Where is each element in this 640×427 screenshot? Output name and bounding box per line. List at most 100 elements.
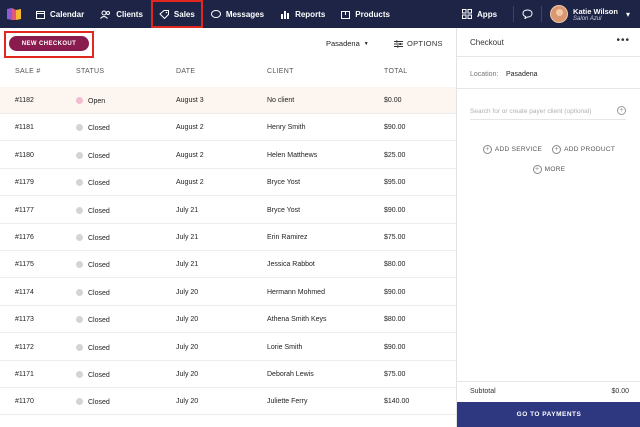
sale-number: #1182	[15, 97, 34, 104]
nav-sales-label: Sales	[173, 9, 195, 19]
status-label: Closed	[88, 235, 110, 242]
sale-number: #1172	[15, 343, 34, 351]
header-status[interactable]: STATUS	[76, 68, 105, 75]
top-nav: Calendar Clients Sales Messages Reports …	[0, 0, 640, 28]
table-row[interactable]: #1173 Closed July 20 Athena Smith Keys $80.0…	[0, 306, 456, 334]
location-dropdown[interactable]: Pasadena ▼	[326, 39, 369, 48]
notifications-button[interactable]	[522, 9, 533, 19]
status-dot-icon	[76, 206, 83, 214]
app-logo[interactable]	[0, 0, 28, 28]
sale-status: Closed	[76, 398, 110, 406]
status-dot-icon	[76, 398, 83, 406]
sale-status: Closed	[76, 371, 110, 379]
status-label: Closed	[88, 180, 110, 188]
sale-client: Lorie Smith	[267, 343, 303, 351]
table-row[interactable]: #1176 Closed July 21 Erin Ramirez $75.00	[0, 224, 456, 251]
header-date[interactable]: DATE	[176, 68, 196, 75]
checkout-header: Checkout •••	[457, 28, 640, 57]
sale-status: Closed	[76, 124, 110, 132]
sale-client: Athena Smith Keys	[267, 316, 327, 324]
status-label: Closed	[88, 344, 110, 352]
sale-date: July 20	[176, 343, 199, 351]
add-product-label: ADD PRODUCT	[564, 146, 616, 153]
sale-total: $90.00	[384, 124, 406, 132]
options-button[interactable]: OPTIONS	[394, 39, 443, 48]
sale-date: July 20	[176, 288, 199, 296]
box-icon	[341, 10, 351, 19]
new-checkout-button[interactable]: NEW CHECKOUT	[9, 36, 89, 51]
status-dot-icon	[76, 261, 83, 269]
sale-status: Closed	[76, 261, 110, 269]
more-button[interactable]: + MORE	[532, 165, 566, 174]
sale-total: $90.00	[384, 206, 406, 214]
sale-status: Closed	[76, 234, 110, 242]
table-row[interactable]: #1180 Closed August 2 Helen Matthews $25.00	[0, 142, 456, 169]
sale-total: $90.00	[384, 343, 406, 351]
table-row[interactable]: #1182 Open August 3 No client $0.00	[0, 87, 456, 114]
sale-date: August 2	[176, 124, 204, 132]
location-dropdown-value: Pasadena	[326, 39, 360, 48]
sale-client: Erin Ramirez	[267, 234, 308, 241]
status-label: Closed	[88, 317, 110, 325]
sale-date: August 2	[176, 151, 204, 159]
sale-total: $75.00	[384, 371, 406, 378]
more-options-icon[interactable]: •••	[616, 35, 630, 46]
sale-number: #1171	[15, 371, 34, 378]
sale-date: July 21	[176, 261, 199, 269]
table-row[interactable]: #1177 Closed July 21 Bryce Yost $90.00	[0, 197, 456, 224]
table-row[interactable]: #1172 Closed July 20 Lorie Smith $90.00	[0, 334, 456, 361]
table-row[interactable]: #1170 Closed July 20 Juliette Ferry $140.00	[0, 388, 456, 416]
plus-circle-icon: +	[552, 145, 562, 154]
table-row[interactable]: #1171 Closed July 20 Deborah Lewis $75.00	[0, 361, 456, 388]
status-label: Open	[88, 98, 106, 105]
checkout-location-label: Location:	[470, 71, 499, 78]
table-row[interactable]	[0, 416, 456, 427]
nav-clients[interactable]: Clients	[92, 0, 151, 28]
nav-right: Apps Katie Wilson Salon Azul ▾	[454, 0, 640, 28]
grid-icon	[462, 9, 473, 19]
sale-date: July 20	[176, 371, 199, 378]
header-total[interactable]: TOTAL	[384, 68, 408, 75]
nav-calendar[interactable]: Calendar	[28, 0, 92, 28]
header-client[interactable]: CLIENT	[267, 68, 294, 75]
status-dot-icon	[76, 179, 83, 187]
nav-products[interactable]: Products	[333, 0, 398, 28]
table-row[interactable]: #1175 Closed July 21 Jessica Rabbot $80.00	[0, 251, 456, 279]
checkout-panel: Checkout ••• Location: Pasadena + + ADD …	[456, 28, 640, 427]
nav-messages[interactable]: Messages	[203, 0, 272, 28]
sale-status: Open	[76, 97, 105, 105]
go-to-payments-button[interactable]: GO TO PAYMENTS	[457, 402, 640, 427]
sale-total: $80.00	[384, 261, 406, 269]
sale-client: Hermann Mohmed	[267, 288, 325, 296]
sale-total: $90.00	[384, 288, 406, 296]
table-row[interactable]: #1181 Closed August 2 Henry Smith $90.00	[0, 114, 456, 142]
sale-date: August 3	[176, 97, 204, 104]
chevron-down-icon[interactable]: ▾	[625, 9, 630, 19]
add-product-button[interactable]: + ADD PRODUCT	[552, 145, 615, 154]
options-label: OPTIONS	[407, 39, 443, 48]
sale-number: #1174	[15, 288, 34, 296]
subtotal-label: Subtotal	[470, 388, 496, 395]
sale-number: #1170	[15, 398, 34, 406]
sale-status: Closed	[76, 316, 110, 324]
nav-apps[interactable]: Apps	[454, 0, 505, 28]
status-dot-icon	[76, 371, 83, 378]
sales-list-panel: NEW CHECKOUT Pasadena ▼ OPTIONS SALE # S…	[0, 28, 456, 427]
table-row[interactable]: #1174 Closed July 20 Hermann Mohmed $90.00	[0, 279, 456, 306]
table-row[interactable]: #1179 Closed August 2 Bryce Yost $95.00	[0, 169, 456, 197]
sale-client: Deborah Lewis	[267, 371, 314, 378]
bar-chart-icon	[281, 10, 290, 19]
nav-sales[interactable]: Sales	[150, 0, 203, 28]
add-service-button[interactable]: + ADD SERVICE	[482, 145, 542, 154]
avatar[interactable]	[550, 5, 569, 23]
nav-calendar-label: Calendar	[50, 9, 85, 19]
status-dot-icon	[76, 343, 83, 351]
payer-client-input[interactable]	[470, 108, 610, 115]
sale-date: August 2	[176, 179, 204, 187]
user-menu[interactable]: Katie Wilson Salon Azul	[573, 7, 618, 22]
nav-reports[interactable]: Reports	[272, 0, 333, 28]
add-client-icon[interactable]: +	[617, 106, 626, 115]
header-sale[interactable]: SALE #	[15, 68, 41, 75]
sale-total: $25.00	[384, 151, 406, 159]
nav-messages-label: Messages	[225, 9, 265, 19]
